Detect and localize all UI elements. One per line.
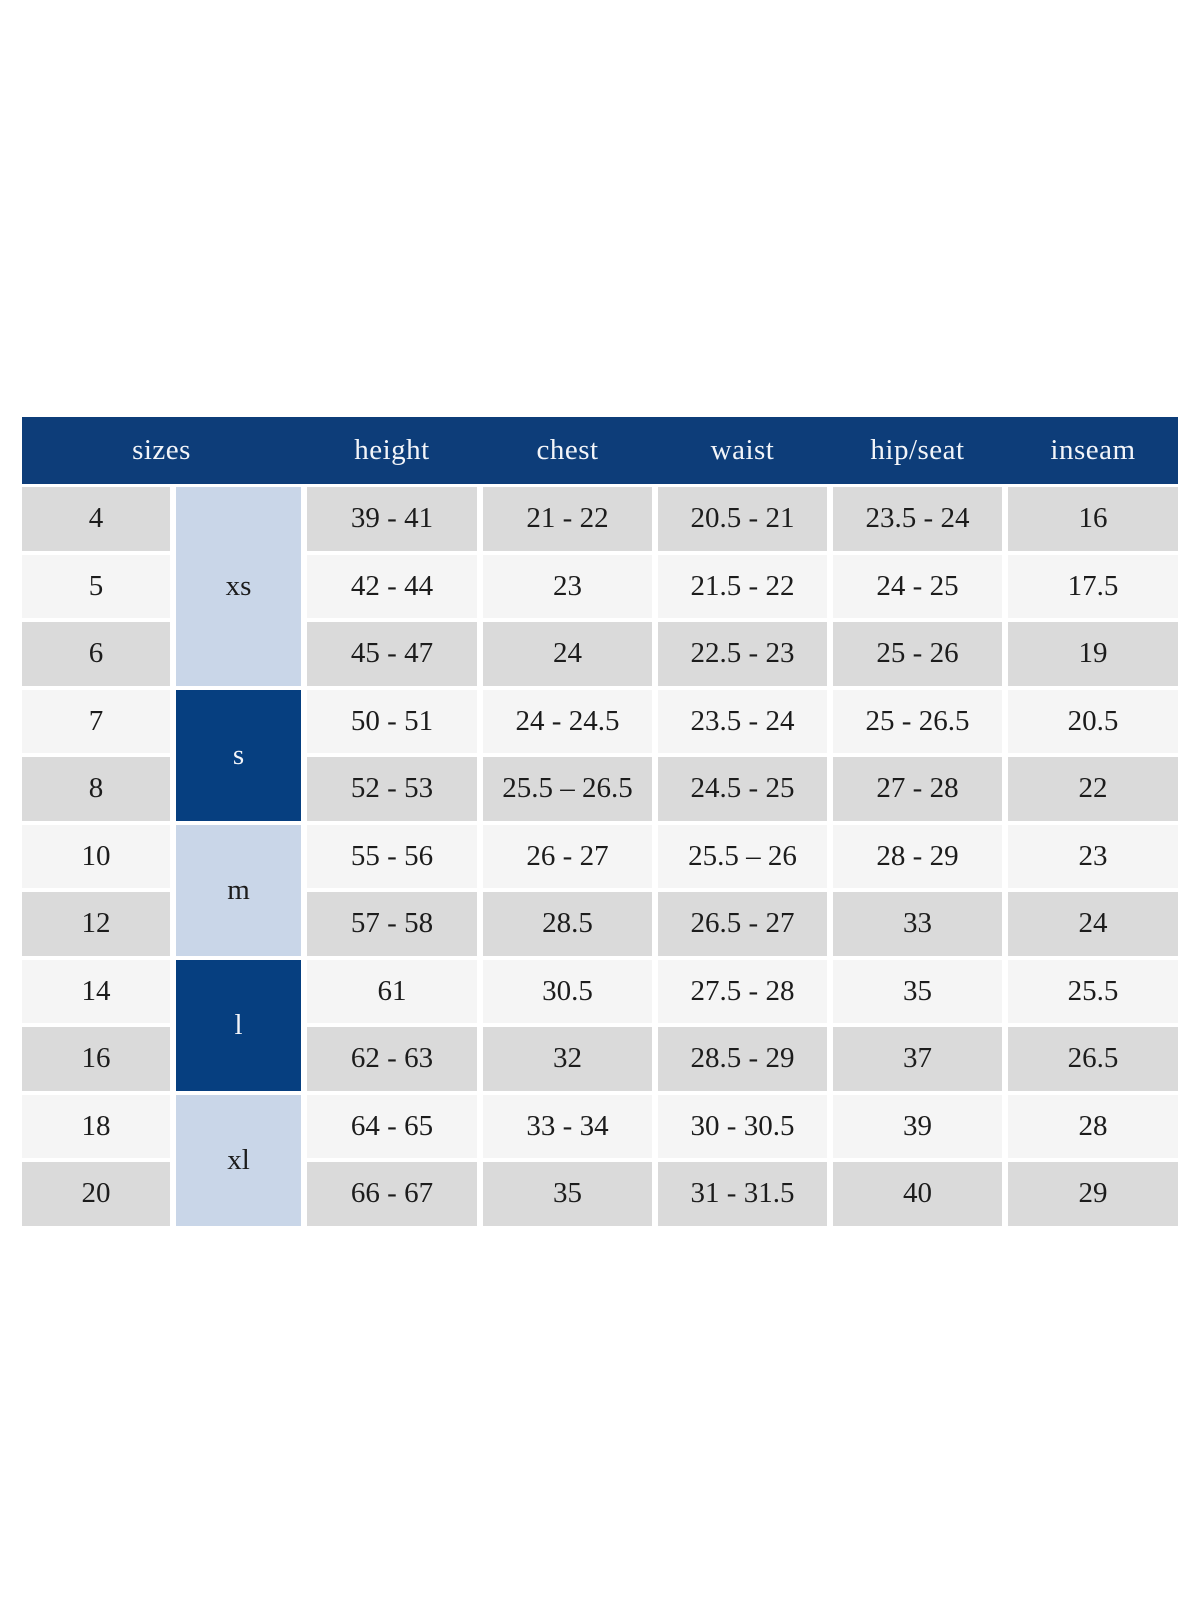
cell-hip-seat: 37 xyxy=(833,1027,1002,1091)
cell-size: 16 xyxy=(22,1027,170,1091)
cell-chest: 24 xyxy=(483,622,652,686)
header-hip-seat: hip/seat xyxy=(870,434,965,466)
cell-height: 45 - 47 xyxy=(307,622,477,686)
cell-height: 61 xyxy=(307,959,477,1023)
cell-size: 7 xyxy=(22,689,170,753)
cell-chest: 28.5 xyxy=(483,892,652,956)
cell-inseam: 29 xyxy=(1008,1162,1178,1226)
cell-chest: 26 - 27 xyxy=(483,824,652,888)
cell-inseam: 24 xyxy=(1008,892,1178,956)
cell-hip-seat: 35 xyxy=(833,959,1002,1023)
cell-size: 20 xyxy=(22,1162,170,1226)
cell-chest: 33 - 34 xyxy=(483,1094,652,1158)
table-body: xs s m l xl 4 39 - 41 21 - 22 20.5 - 21 … xyxy=(22,487,1178,1226)
cell-size: 18 xyxy=(22,1094,170,1158)
cell-height: 50 - 51 xyxy=(307,689,477,753)
cell-height: 66 - 67 xyxy=(307,1162,477,1226)
cell-size: 4 xyxy=(22,487,170,551)
cell-waist: 24.5 - 25 xyxy=(658,757,827,821)
cell-chest: 25.5 – 26.5 xyxy=(483,757,652,821)
cell-waist: 25.5 – 26 xyxy=(658,824,827,888)
cell-height: 52 - 53 xyxy=(307,757,477,821)
cell-hip-seat: 25 - 26.5 xyxy=(833,689,1002,753)
cell-chest: 23 xyxy=(483,554,652,618)
cell-height: 64 - 65 xyxy=(307,1094,477,1158)
cell-waist: 26.5 - 27 xyxy=(658,892,827,956)
cell-chest: 32 xyxy=(483,1027,652,1091)
cell-inseam: 22 xyxy=(1008,757,1178,821)
cell-inseam: 28 xyxy=(1008,1094,1178,1158)
size-group-m: m xyxy=(176,824,301,956)
table-header-row: sizes height chest waist hip/seat inseam xyxy=(22,417,1178,484)
cell-chest: 30.5 xyxy=(483,959,652,1023)
size-chart-table: sizes height chest waist hip/seat inseam… xyxy=(22,417,1178,1226)
cell-waist: 20.5 - 21 xyxy=(658,487,827,551)
cell-hip-seat: 27 - 28 xyxy=(833,757,1002,821)
size-group-s: s xyxy=(176,689,301,821)
cell-inseam: 20.5 xyxy=(1008,689,1178,753)
cell-inseam: 26.5 xyxy=(1008,1027,1178,1091)
cell-hip-seat: 40 xyxy=(833,1162,1002,1226)
header-waist: waist xyxy=(710,434,775,466)
cell-size: 6 xyxy=(22,622,170,686)
cell-hip-seat: 24 - 25 xyxy=(833,554,1002,618)
cell-size: 8 xyxy=(22,757,170,821)
cell-size: 14 xyxy=(22,959,170,1023)
cell-inseam: 23 xyxy=(1008,824,1178,888)
header-height: height xyxy=(354,434,430,466)
cell-waist: 22.5 - 23 xyxy=(658,622,827,686)
size-group-xl: xl xyxy=(176,1094,301,1226)
cell-chest: 35 xyxy=(483,1162,652,1226)
cell-waist: 27.5 - 28 xyxy=(658,959,827,1023)
cell-height: 39 - 41 xyxy=(307,487,477,551)
cell-size: 10 xyxy=(22,824,170,888)
cell-hip-seat: 39 xyxy=(833,1094,1002,1158)
cell-size: 5 xyxy=(22,554,170,618)
header-chest: chest xyxy=(536,434,599,466)
cell-size: 12 xyxy=(22,892,170,956)
cell-height: 62 - 63 xyxy=(307,1027,477,1091)
cell-hip-seat: 23.5 - 24 xyxy=(833,487,1002,551)
cell-height: 55 - 56 xyxy=(307,824,477,888)
cell-inseam: 16 xyxy=(1008,487,1178,551)
header-sizes: sizes xyxy=(132,434,191,466)
size-group-l: l xyxy=(176,959,301,1091)
cell-waist: 30 - 30.5 xyxy=(658,1094,827,1158)
cell-chest: 24 - 24.5 xyxy=(483,689,652,753)
cell-hip-seat: 33 xyxy=(833,892,1002,956)
cell-waist: 31 - 31.5 xyxy=(658,1162,827,1226)
cell-height: 42 - 44 xyxy=(307,554,477,618)
cell-waist: 21.5 - 22 xyxy=(658,554,827,618)
cell-inseam: 19 xyxy=(1008,622,1178,686)
size-group-xs: xs xyxy=(176,487,301,686)
header-inseam: inseam xyxy=(1050,434,1136,466)
cell-hip-seat: 28 - 29 xyxy=(833,824,1002,888)
cell-height: 57 - 58 xyxy=(307,892,477,956)
cell-waist: 23.5 - 24 xyxy=(658,689,827,753)
cell-chest: 21 - 22 xyxy=(483,487,652,551)
cell-waist: 28.5 - 29 xyxy=(658,1027,827,1091)
cell-inseam: 25.5 xyxy=(1008,959,1178,1023)
cell-inseam: 17.5 xyxy=(1008,554,1178,618)
cell-hip-seat: 25 - 26 xyxy=(833,622,1002,686)
